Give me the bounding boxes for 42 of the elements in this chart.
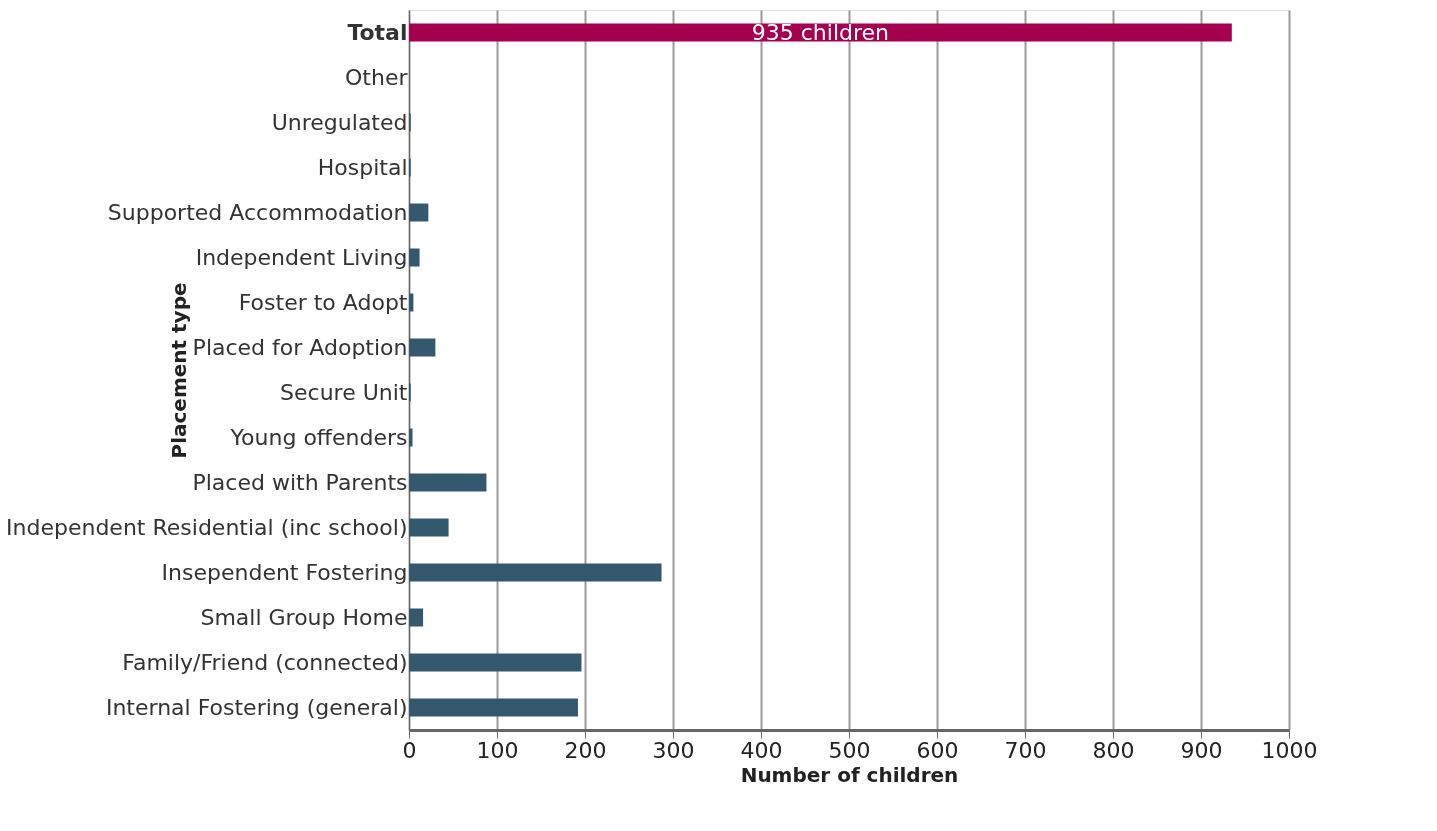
bar — [409, 293, 414, 312]
bar — [409, 563, 662, 582]
y-tick-label: Independent Residential (inc school) — [6, 514, 408, 540]
x-tick-label: 600 — [916, 737, 959, 763]
y-tick-label: Secure Unit — [280, 379, 408, 405]
y-axis-title: Placement type — [166, 282, 191, 459]
y-tick-label: Placed for Adoption — [192, 334, 408, 360]
x-tick-label: 200 — [564, 737, 607, 763]
x-tick-label: 800 — [1092, 737, 1135, 763]
y-tick-label: Insependent Fostering — [161, 559, 408, 585]
x-tick-label: 700 — [1004, 737, 1047, 763]
y-tick-label: Other — [345, 64, 409, 90]
bar — [409, 248, 420, 267]
y-tick-label: Unregulated — [271, 109, 408, 135]
x-tick-label: 400 — [740, 737, 783, 763]
bar — [409, 428, 413, 447]
bar — [409, 338, 436, 357]
y-tick-label: Hospital — [317, 154, 408, 180]
x-tick-label: 500 — [828, 737, 871, 763]
bar — [409, 473, 487, 492]
x-tick-label: 0 — [402, 737, 417, 763]
bar — [409, 653, 582, 672]
y-tick-label: Total — [347, 19, 408, 45]
x-tick-label: 900 — [1180, 737, 1223, 763]
y-tick-label: Small Group Home — [200, 604, 408, 630]
bar — [409, 608, 424, 627]
y-tick-label: Placed with Parents — [192, 469, 408, 495]
bar — [409, 698, 578, 717]
bar — [409, 23, 1232, 42]
x-tick-label: 300 — [652, 737, 695, 763]
bar — [409, 518, 449, 537]
data-label: 935 children — [751, 19, 890, 45]
x-tick-label: 1000 — [1261, 737, 1318, 763]
y-tick-label: Supported Accommodation — [107, 199, 408, 225]
y-tick-label: Young offenders — [229, 424, 408, 450]
y-tick-label: Foster to Adopt — [238, 289, 408, 315]
bar — [409, 203, 429, 222]
x-axis-title: Number of children — [740, 762, 959, 787]
y-tick-label: Family/Friend (connected) — [122, 649, 408, 675]
y-tick-label: Independent Living — [195, 244, 408, 270]
x-tick-label: 100 — [476, 737, 519, 763]
y-tick-label: Internal Fostering (general) — [105, 694, 408, 720]
